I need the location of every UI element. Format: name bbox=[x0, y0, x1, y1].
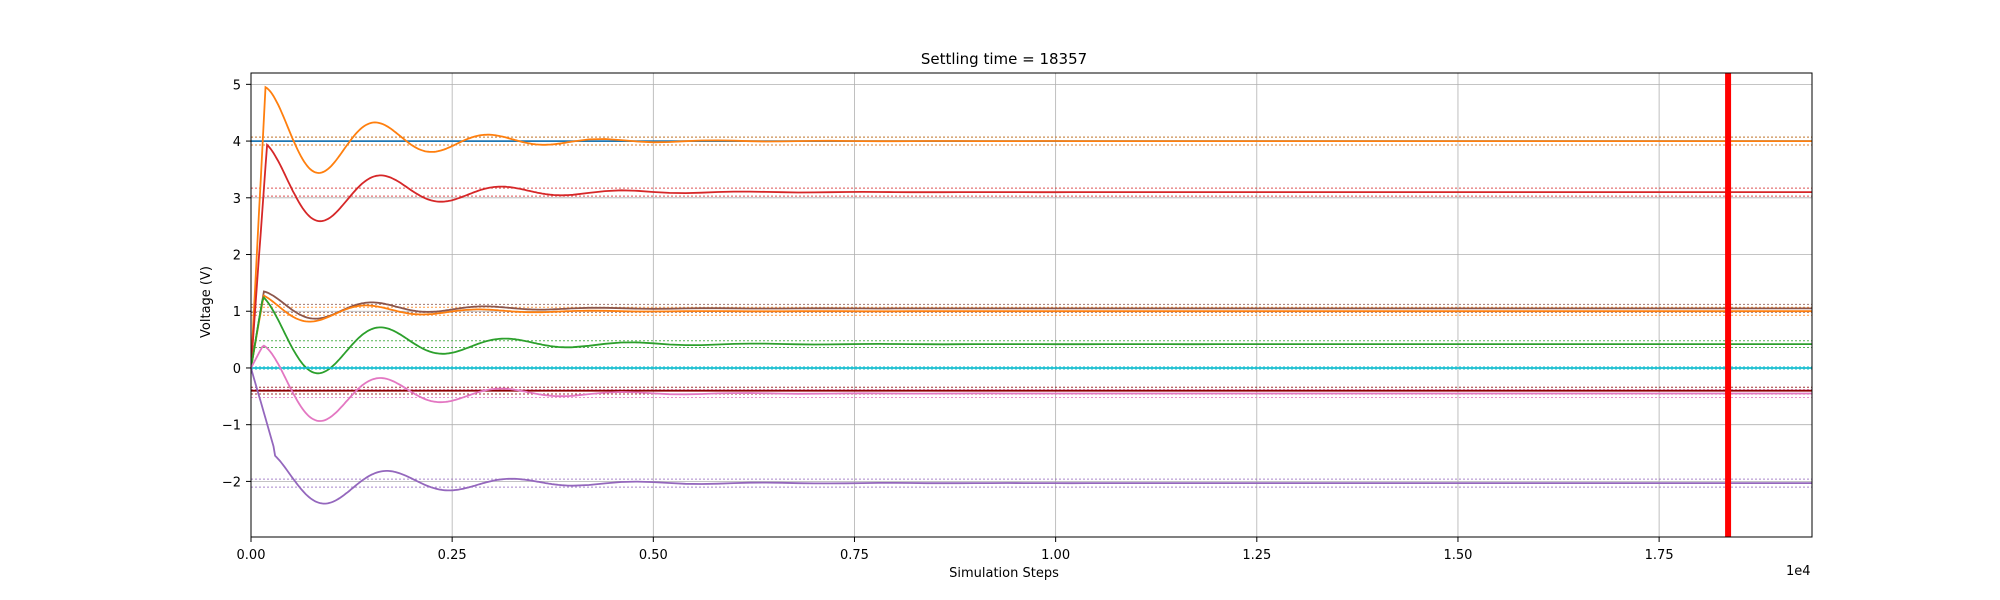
x-tick-label: 1.50 bbox=[1443, 548, 1472, 563]
x-tick-label: 1.00 bbox=[1041, 548, 1070, 563]
series-line bbox=[251, 142, 1812, 369]
series-line bbox=[251, 294, 1812, 369]
x-axis-offset-label: 1e4 bbox=[1786, 564, 1811, 579]
y-tick-label: 5 bbox=[233, 78, 241, 93]
y-tick-label: 2 bbox=[233, 249, 241, 264]
x-tick-label: 0.25 bbox=[438, 548, 467, 563]
x-axis-label: Simulation Steps bbox=[949, 566, 1059, 581]
series-line bbox=[251, 367, 1812, 505]
x-tick-label: 1.75 bbox=[1645, 548, 1674, 563]
series-line bbox=[251, 296, 1812, 375]
chart-title: Settling time = 18357 bbox=[921, 50, 1087, 68]
y-tick-label: 0 bbox=[233, 362, 241, 377]
y-tick-label: −1 bbox=[222, 419, 241, 434]
x-tick-label: 0.75 bbox=[840, 548, 869, 563]
x-tick-label: 0.50 bbox=[639, 548, 668, 563]
y-tick-label: 4 bbox=[233, 135, 241, 150]
plot-area: 0.00 0.25 0.50 0.75 1.00 1.25 1.50 1.75 −2 −1 0 1 2 3… bbox=[222, 72, 1813, 563]
series-group bbox=[251, 73, 1812, 537]
y-axis-label: Voltage (V) bbox=[199, 266, 214, 338]
x-tick-label: 1.25 bbox=[1242, 548, 1271, 563]
y-tick-label: 3 bbox=[233, 192, 241, 207]
y-tick-label: 1 bbox=[233, 305, 241, 320]
axes-frame bbox=[250, 72, 1813, 538]
x-tick-label: 0.00 bbox=[237, 548, 266, 563]
series-line bbox=[251, 290, 1812, 369]
series-line bbox=[251, 344, 1812, 422]
series-line bbox=[251, 85, 1812, 369]
y-tick-label: −2 bbox=[222, 475, 241, 490]
